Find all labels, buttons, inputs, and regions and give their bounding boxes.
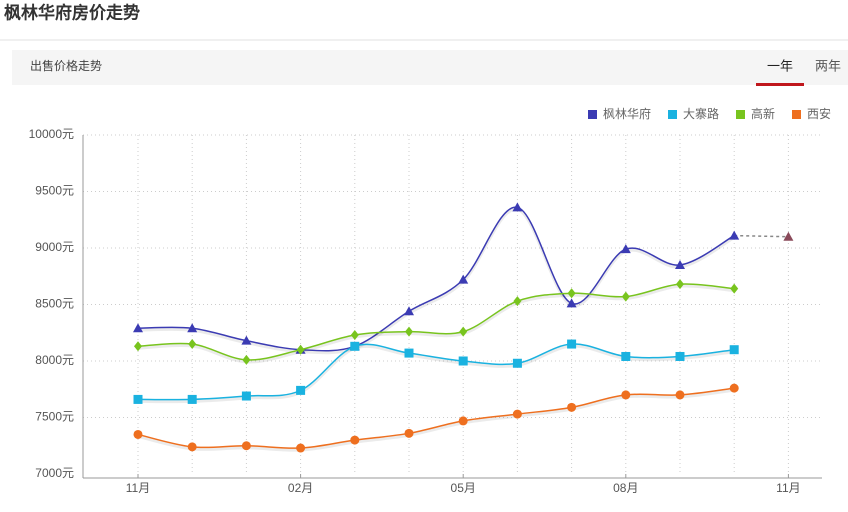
point xyxy=(512,358,522,368)
point xyxy=(296,344,305,355)
point xyxy=(675,390,685,400)
point xyxy=(458,274,469,284)
point xyxy=(459,326,468,337)
legend-label[interactable]: 大寨路 xyxy=(683,106,719,121)
point xyxy=(621,351,631,361)
y-tick-label: 8500元 xyxy=(35,297,74,311)
series-line-shadow xyxy=(137,344,735,404)
x-tick-label: 11月 xyxy=(776,481,800,495)
x-tick-label: 11月 xyxy=(126,481,150,495)
point xyxy=(675,259,685,269)
point xyxy=(242,354,251,365)
point xyxy=(296,443,306,453)
point xyxy=(458,416,468,426)
point xyxy=(241,391,251,401)
point xyxy=(512,202,523,212)
series-line-shadow xyxy=(137,388,735,452)
section-label: 出售价格走势 xyxy=(30,58,102,73)
point xyxy=(350,330,359,341)
series-line xyxy=(137,206,735,352)
series-line xyxy=(137,387,735,449)
point xyxy=(187,394,197,404)
point xyxy=(187,323,198,333)
tab[interactable]: 两年 xyxy=(815,58,841,73)
point xyxy=(458,356,468,366)
legend-label[interactable]: 高新 xyxy=(751,106,775,121)
y-tick-label: 7000元 xyxy=(35,466,74,480)
point xyxy=(783,231,794,241)
legend-swatch xyxy=(588,110,597,119)
point xyxy=(621,291,630,302)
point xyxy=(621,390,631,400)
point xyxy=(350,341,360,351)
y-tick-label: 10000元 xyxy=(29,127,74,141)
x-tick-label: 08月 xyxy=(613,481,638,495)
point xyxy=(730,283,739,294)
point xyxy=(404,306,414,316)
point xyxy=(187,442,197,452)
series-line xyxy=(137,343,735,401)
y-tick-label: 9500元 xyxy=(35,184,74,198)
point xyxy=(133,429,143,439)
legend-swatch xyxy=(668,110,677,119)
point xyxy=(566,298,577,308)
point xyxy=(729,345,739,355)
point xyxy=(729,230,740,240)
y-tick-label: 8000元 xyxy=(35,353,74,367)
point xyxy=(567,339,577,349)
y-tick-label: 9000元 xyxy=(35,240,74,254)
point xyxy=(241,335,252,345)
page-title: 枫林华府房价走势 xyxy=(4,2,140,22)
point xyxy=(512,409,522,419)
forecast-line xyxy=(734,234,789,238)
legend-swatch xyxy=(792,110,801,119)
y-tick-label: 7500元 xyxy=(35,410,74,424)
point xyxy=(404,428,414,438)
point xyxy=(567,402,577,412)
x-tick-label: 02月 xyxy=(288,481,313,495)
point xyxy=(620,244,631,254)
tab-bar xyxy=(12,50,848,85)
point xyxy=(404,348,414,358)
x-tick-label: 05月 xyxy=(451,481,476,495)
point xyxy=(513,296,522,307)
point xyxy=(350,435,360,445)
point xyxy=(567,288,576,299)
point xyxy=(296,385,306,395)
point xyxy=(241,441,251,451)
point xyxy=(133,394,143,404)
legend-label[interactable]: 西安 xyxy=(807,106,831,121)
point xyxy=(133,323,143,333)
legend: 西安 高新 大寨路 枫林华府 xyxy=(588,106,831,121)
series-line-shadow xyxy=(137,284,735,364)
legend-label[interactable]: 枫林华府 xyxy=(603,106,651,121)
point xyxy=(729,383,739,393)
point xyxy=(188,339,197,350)
point xyxy=(676,279,684,290)
tab-underline xyxy=(756,83,804,86)
legend-swatch xyxy=(736,110,745,119)
point xyxy=(675,351,685,361)
point xyxy=(134,341,142,352)
tab[interactable]: 一年 xyxy=(767,58,793,73)
point xyxy=(405,326,413,337)
series-line-shadow xyxy=(137,207,735,355)
